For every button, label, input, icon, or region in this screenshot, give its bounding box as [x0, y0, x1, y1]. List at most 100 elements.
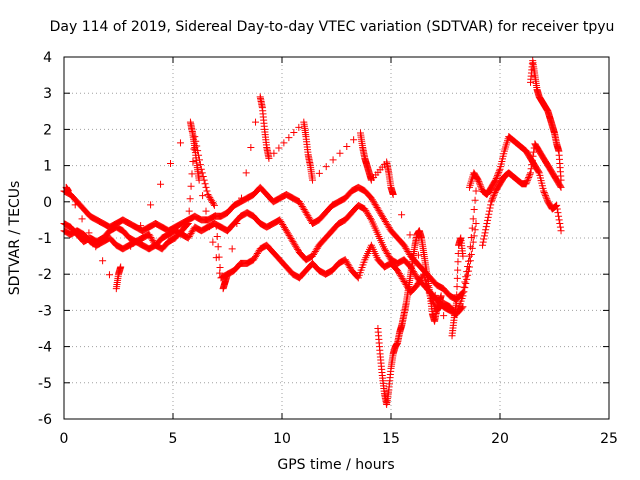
data-point [477, 184, 485, 192]
data-point [490, 190, 498, 198]
data-point [522, 180, 530, 188]
data-point [470, 232, 478, 240]
data-point [167, 160, 175, 168]
data-point [452, 299, 460, 307]
data-point [195, 176, 203, 184]
data-point [495, 168, 503, 176]
data-point [437, 292, 445, 300]
data-point [494, 171, 502, 179]
data-point [484, 216, 492, 224]
data-point [188, 170, 196, 178]
data-point [285, 134, 293, 142]
series-late-track [465, 133, 565, 235]
y-tick-label: 4 [43, 50, 52, 66]
data-point [199, 172, 207, 180]
data-point [414, 251, 422, 259]
data-point [471, 196, 479, 204]
data-point [465, 257, 473, 265]
x-tick-label: 20 [491, 431, 509, 447]
data-point [465, 267, 473, 275]
data-point [463, 275, 471, 283]
data-point [556, 220, 564, 228]
data-point [453, 274, 461, 282]
data-point [528, 156, 536, 164]
data-point [469, 215, 477, 223]
chart-title: Day 114 of 2019, Sidereal Day-to-day VTE… [50, 19, 615, 35]
y-tick-label: -5 [38, 376, 52, 392]
data-point [474, 176, 482, 184]
data-point [527, 165, 535, 173]
data-point [212, 254, 220, 262]
series-track-a [60, 183, 480, 304]
data-point [212, 222, 220, 230]
data-point [482, 226, 490, 234]
data-point [423, 271, 431, 279]
data-point [202, 183, 210, 191]
data-point [459, 292, 467, 300]
data-point [176, 139, 184, 147]
data-point [469, 238, 477, 246]
data-point [224, 270, 231, 278]
data-point [541, 192, 549, 200]
series-deep-dip [374, 227, 445, 409]
data-point [540, 187, 548, 195]
x-tick-label: 5 [169, 431, 178, 447]
data-point [467, 251, 475, 259]
data-point [184, 220, 192, 228]
data-point [210, 201, 218, 209]
x-axis-label: GPS time / hours [277, 457, 394, 473]
data-point [187, 182, 195, 190]
data-point [553, 205, 561, 213]
data-point [127, 242, 135, 250]
data-point [99, 257, 107, 265]
data-point [453, 283, 461, 291]
data-point [489, 193, 497, 201]
y-tick-label: -6 [38, 412, 52, 428]
data-point [485, 210, 493, 218]
data-point [555, 216, 563, 224]
y-axis-label: SDTVAR / TECUs [7, 181, 23, 296]
data-point [523, 177, 531, 185]
data-point [489, 195, 497, 203]
data-point [460, 288, 468, 296]
data-point [214, 243, 222, 251]
data-point [453, 291, 461, 299]
y-tick-label: -3 [38, 303, 52, 319]
data-point [92, 243, 100, 251]
data-point [201, 180, 209, 188]
x-tick-label: 25 [600, 431, 618, 447]
y-tick-label: 0 [43, 195, 52, 211]
data-point [205, 223, 213, 231]
data-point [530, 148, 538, 156]
data-point [252, 118, 260, 126]
series-late-peak [527, 57, 565, 184]
y-tick-label: -4 [38, 340, 52, 356]
data-point [406, 231, 414, 239]
data-point [557, 227, 565, 235]
y-tick-label: -1 [38, 231, 52, 247]
data-point [233, 220, 241, 228]
data-point [528, 161, 536, 169]
data-point [468, 244, 476, 252]
data-point [471, 226, 479, 234]
x-tick-label: 15 [382, 431, 400, 447]
data-point [336, 149, 344, 157]
data-point [472, 220, 480, 228]
data-point [479, 241, 487, 249]
data-point [524, 175, 532, 183]
data-point [309, 176, 317, 184]
data-point [199, 192, 207, 200]
data-point [275, 144, 283, 152]
data-point [543, 195, 551, 203]
data-point [238, 194, 246, 202]
data-point [485, 207, 493, 215]
data-point [389, 191, 397, 199]
data-point [557, 183, 565, 191]
data-point [213, 232, 221, 240]
data-point [470, 206, 478, 214]
data-point [475, 178, 483, 186]
y-tick-label: -2 [38, 267, 52, 283]
data-point [556, 182, 564, 190]
data-point [431, 291, 439, 299]
data-point [117, 263, 125, 271]
